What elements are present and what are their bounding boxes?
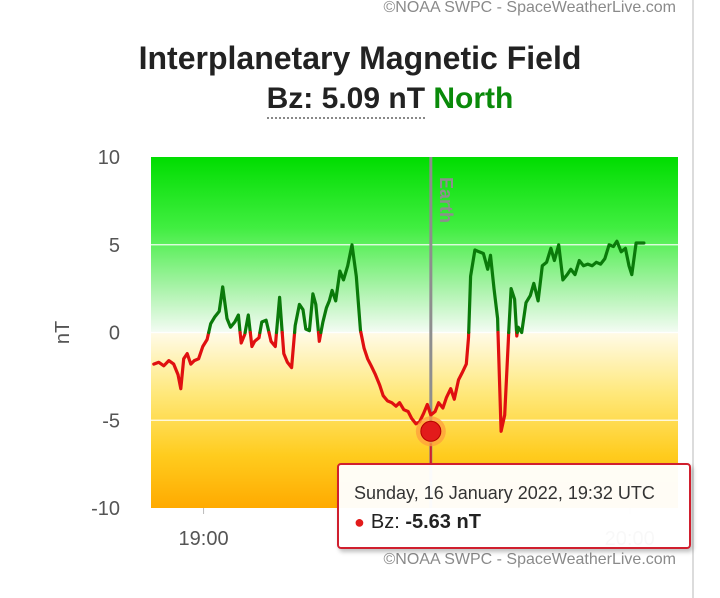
tooltip-value: -5.63 nT (405, 511, 481, 533)
chart-subtitle: Bz: 5.09 nT North (0, 82, 720, 119)
bz-line-north (507, 287, 519, 335)
bz-series-line (152, 239, 646, 433)
earth-marker-label: Earth (436, 177, 456, 223)
y-axis-label: nT (52, 321, 74, 344)
tooltip-series: Bz: (370, 511, 400, 533)
bz-line-north (258, 318, 271, 335)
credit-bottom[interactable]: ©NOAA SWPC - SpaceWeatherLive.com (383, 551, 676, 568)
bz-line-north (207, 285, 242, 335)
bz-line-north (467, 248, 500, 335)
bz-readout[interactable]: Bz: 5.09 nT (266, 82, 426, 119)
bz-line-north (274, 295, 284, 335)
credit-top[interactable]: ©NOAA SWPC - SpaceWeatherLive.com (383, 0, 676, 16)
bz-line-north (243, 313, 252, 335)
bz-label: Bz: (266, 82, 314, 115)
tooltip-row: ● Bz: -5.63 nT (354, 511, 481, 534)
y-tick-label: 0 (109, 323, 120, 345)
bz-line-south (152, 330, 211, 391)
bz-line-south (248, 330, 262, 349)
x-tick-label: 19:00 (179, 528, 229, 550)
bz-direction: North (433, 82, 514, 115)
y-tick-label: 5 (109, 235, 120, 257)
bz-value: 5.09 nT (321, 82, 426, 115)
bz-line-south (316, 330, 323, 343)
bz-line-south (359, 330, 471, 426)
series-dot-icon: ● (354, 512, 365, 532)
bz-line-north (319, 243, 363, 335)
highlight-point[interactable] (420, 420, 442, 442)
bz-line-north (293, 292, 321, 335)
tooltip: Sunday, 16 January 2022, 19:32 UTC ● Bz: … (337, 463, 691, 549)
y-tick-label: 10 (98, 147, 120, 169)
bz-line-south (496, 330, 511, 433)
chart-card (692, 0, 694, 598)
tooltip-date: Sunday, 16 January 2022, 19:32 UTC (354, 483, 655, 503)
y-axis-ticks: 10 5 0 -5 -10 (91, 147, 120, 520)
y-tick-label: -5 (102, 410, 120, 432)
bz-line-south (267, 330, 279, 349)
chart-title: Interplanetary Magnetic Field (138, 40, 582, 76)
bz-line-south (280, 330, 297, 370)
bz-line-north (515, 239, 646, 335)
y-tick-label: -10 (91, 498, 120, 520)
